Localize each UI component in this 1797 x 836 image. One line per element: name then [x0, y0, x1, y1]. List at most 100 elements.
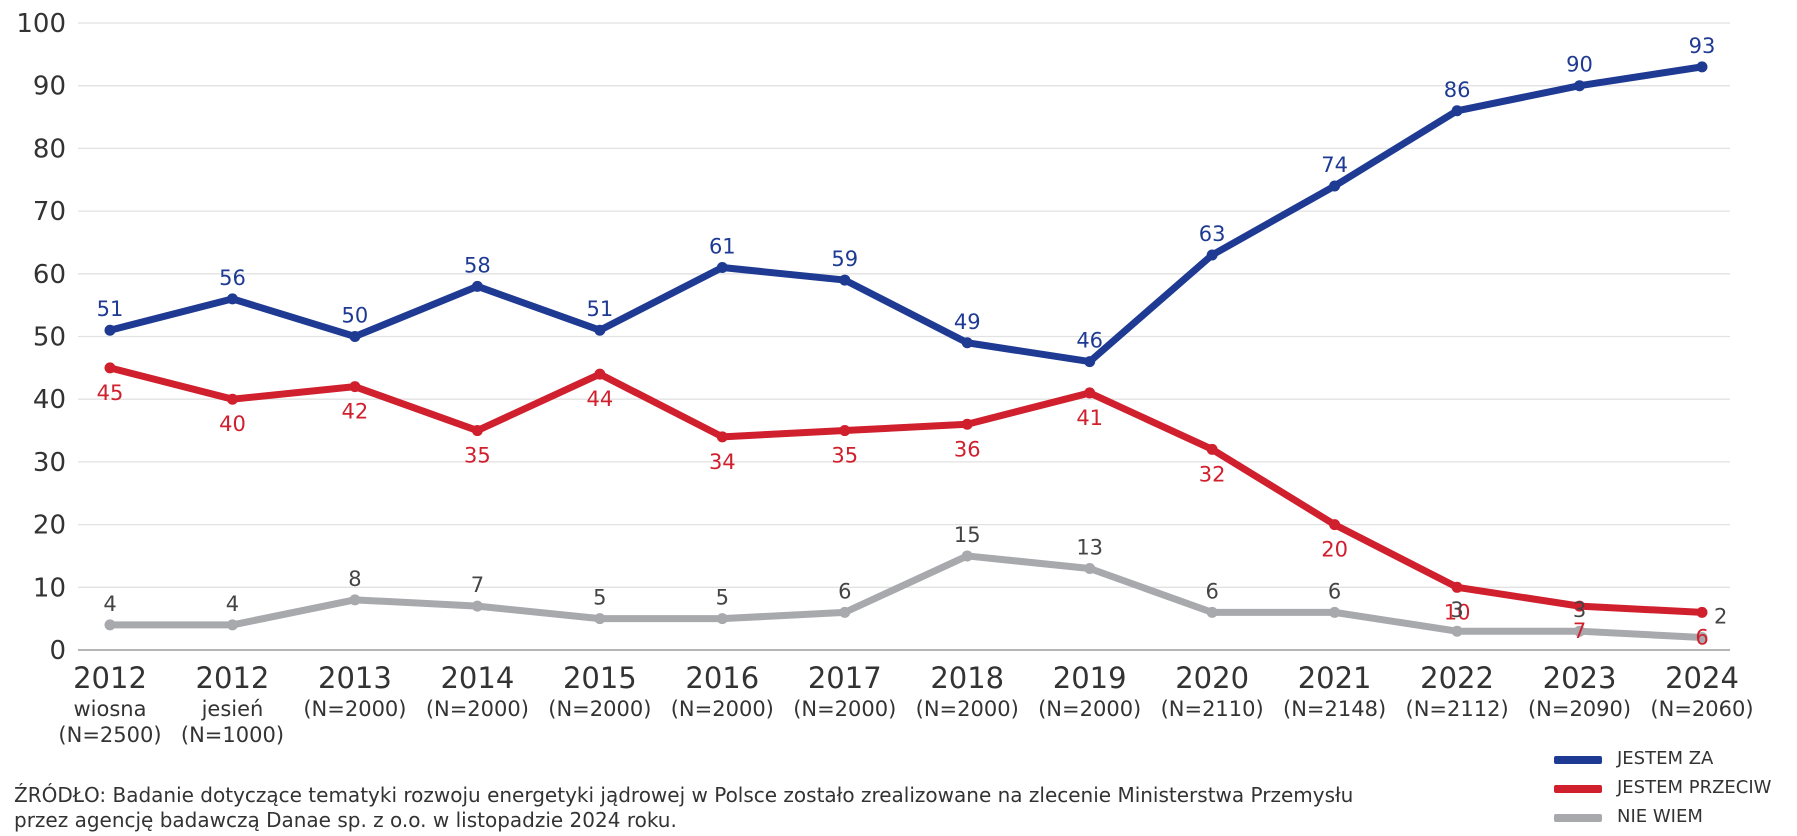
y-tick-label: 40 — [33, 385, 66, 415]
y-tick-label: 10 — [33, 573, 66, 603]
data-point — [961, 418, 973, 430]
data-label: 49 — [954, 310, 981, 334]
data-point — [1084, 387, 1096, 399]
data-point — [1206, 606, 1218, 618]
data-point — [104, 324, 116, 336]
x-tick-sublabel: (N=2500) — [58, 723, 161, 745]
data-point — [1696, 606, 1708, 618]
grid-lines — [78, 22, 1730, 651]
legend-swatch-za — [1554, 756, 1602, 764]
x-tick-year: 2014 — [440, 661, 514, 695]
series-lines — [106, 63, 1706, 641]
data-label: 3 — [1450, 598, 1463, 622]
data-label: 58 — [464, 253, 491, 277]
y-tick-label: 30 — [33, 448, 66, 478]
legend-label-nie-wiem: NIE WIEM — [1617, 806, 1703, 827]
data-point — [839, 274, 851, 286]
y-tick-label: 50 — [33, 323, 66, 353]
data-label: 8 — [348, 567, 361, 591]
data-label: 15 — [954, 523, 981, 547]
data-label: 35 — [831, 444, 858, 468]
data-label: 74 — [1321, 153, 1348, 177]
x-tick-sublabel: wiosna — [74, 697, 147, 721]
data-label: 50 — [342, 304, 369, 328]
legend-swatch-przeciw — [1554, 785, 1602, 793]
data-label: 6 — [1695, 625, 1708, 649]
data-point — [1329, 519, 1341, 531]
data-point — [349, 381, 361, 393]
data-label: 40 — [219, 412, 246, 436]
data-point — [1206, 249, 1218, 261]
x-tick-year: 2022 — [1420, 661, 1494, 695]
legend-label-za: JESTEM ZA — [1617, 748, 1714, 769]
data-label: 2 — [1714, 604, 1727, 628]
data-label: 4 — [226, 592, 239, 616]
x-tick-sublabel: (N=2060) — [1650, 697, 1753, 721]
y-tick-label: 70 — [33, 197, 66, 227]
data-label: 7 — [1573, 619, 1586, 643]
data-label: 42 — [342, 400, 369, 424]
data-label: 61 — [709, 235, 736, 259]
data-point — [104, 619, 116, 631]
data-point — [349, 594, 361, 606]
data-point — [226, 393, 238, 405]
data-label: 46 — [1076, 329, 1103, 353]
data-label: 63 — [1199, 222, 1226, 246]
data-point — [839, 606, 851, 618]
data-point — [716, 613, 728, 625]
data-label: 6 — [838, 579, 851, 603]
data-label: 59 — [831, 247, 858, 271]
data-label: 93 — [1689, 34, 1716, 58]
data-point — [1696, 61, 1708, 73]
y-tick-label: 80 — [33, 134, 66, 164]
x-tick-year: 2012 — [196, 661, 270, 695]
data-label: 45 — [97, 381, 124, 405]
x-tick-year: 2017 — [808, 661, 882, 695]
x-tick-sublabel: (N=2112) — [1406, 697, 1509, 721]
x-tick-year: 2012 — [73, 661, 147, 695]
data-point — [471, 280, 483, 292]
data-label: 6 — [1205, 579, 1218, 603]
x-tick-sublabel: jesień — [201, 697, 264, 721]
x-tick-sublabel: (N=2000) — [1038, 697, 1141, 721]
data-label: 51 — [586, 297, 613, 321]
x-tick-sublabel: (N=2000) — [548, 697, 651, 721]
data-point — [1574, 625, 1586, 637]
data-point — [716, 431, 728, 443]
x-tick-sublabel: (N=2090) — [1528, 697, 1631, 721]
x-tick-year: 2018 — [930, 661, 1004, 695]
data-label: 7 — [471, 573, 484, 597]
data-label: 35 — [464, 444, 491, 468]
data-point — [104, 362, 116, 374]
data-point — [839, 425, 851, 437]
data-label: 10 — [1444, 600, 1471, 624]
x-axis-ticks: 2012wiosna(N=2500)2012jesień(N=1000)2013… — [58, 661, 1753, 745]
data-point — [716, 262, 728, 274]
data-label: 5 — [716, 586, 729, 610]
data-point — [349, 331, 361, 342]
data-label: 5 — [593, 586, 606, 610]
x-tick-sublabel: (N=2110) — [1161, 697, 1264, 721]
x-tick-year: 2013 — [318, 661, 392, 695]
x-tick-year: 2023 — [1543, 661, 1617, 695]
data-label: 13 — [1076, 535, 1103, 559]
y-tick-label: 0 — [49, 636, 66, 666]
y-tick-label: 20 — [33, 511, 66, 541]
source-note: ŹRÓDŁO: Badanie dotyczące tematyki rozwo… — [14, 783, 1514, 833]
data-point — [1084, 356, 1096, 368]
data-point — [1451, 581, 1463, 593]
data-point — [1451, 625, 1463, 637]
data-point — [1206, 443, 1218, 455]
x-tick-sublabel: (N=2000) — [793, 697, 896, 721]
data-label: 34 — [709, 450, 736, 474]
series-points — [104, 61, 1708, 643]
data-point — [1574, 80, 1586, 92]
data-label: 6 — [1328, 579, 1341, 603]
legend-label-przeciw: JESTEM PRZECIW — [1617, 777, 1772, 798]
x-tick-sublabel: (N=2000) — [671, 697, 774, 721]
y-tick-label: 100 — [16, 9, 66, 39]
source-line-1: ŹRÓDŁO: Badanie dotyczące tematyki rozwo… — [14, 783, 1354, 807]
x-tick-year: 2019 — [1053, 661, 1127, 695]
x-tick-year: 2021 — [1298, 661, 1372, 695]
data-point — [1696, 631, 1708, 643]
